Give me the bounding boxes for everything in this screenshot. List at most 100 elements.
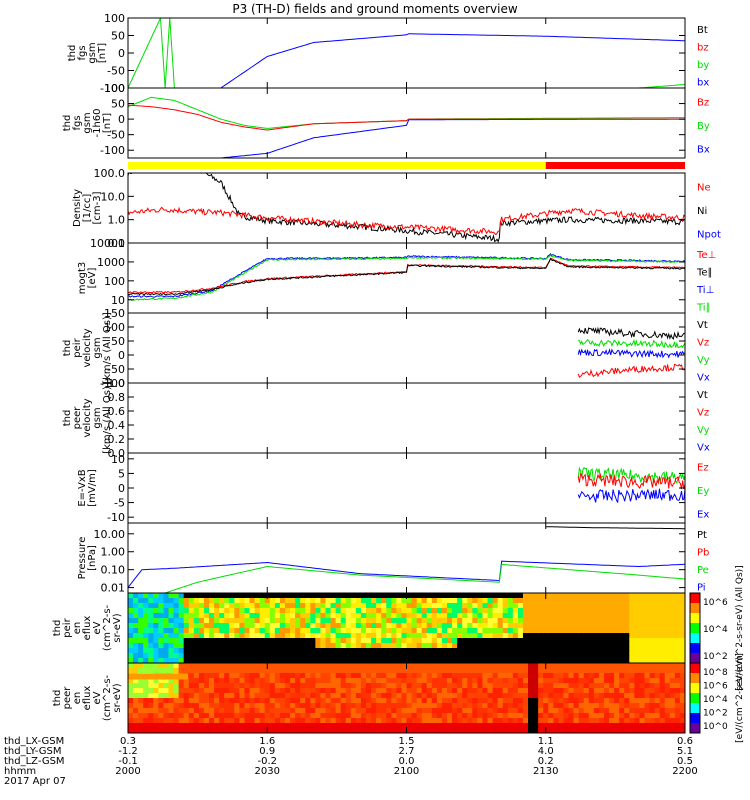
legend-Pt: Pt [697, 530, 707, 541]
y-tick-label: -50 [107, 65, 125, 78]
mode-bar-segment [545, 162, 685, 169]
y-tick-label: 10000 [90, 237, 125, 250]
y-axis-label: gsm [92, 337, 103, 358]
y-tick-label: 0.01 [101, 582, 126, 595]
y-tick-label: 0.2 [108, 433, 126, 446]
y-tick-label: 50 [111, 98, 125, 111]
colorbar-label: [eV/(cm^2-s-sr-eV)] [735, 653, 745, 743]
y-axis-label: gsm [87, 42, 98, 63]
y-axis-label: gsm [92, 407, 103, 428]
annotation-value: 0.3 [120, 736, 136, 747]
series-Pe [128, 563, 685, 593]
y-axis-label: gsm [82, 112, 93, 133]
legend-Vx: Vx [697, 442, 710, 453]
annotation-value: 0.0 [399, 756, 415, 767]
annotation-value: 2.7 [399, 746, 415, 757]
plot-title: P3 (TH-D) fields and ground moments over… [232, 2, 518, 16]
legend-Bt: Bt [697, 25, 708, 36]
y-axis-label: fgs [72, 115, 83, 130]
colorbar-tick: 10^4 [703, 625, 728, 635]
colorbar-9: 10^6 10^4 10^2 [eV/(cm^2-s-sr-eV) (All Qs)] [689, 565, 745, 691]
colorbar-tick: 10^8 [703, 668, 728, 678]
legend-bx: bx [697, 77, 709, 88]
legend-Ti⊥: Ti⊥ [696, 285, 714, 296]
series-Vz [577, 363, 685, 379]
annotation-value: -0.1 [118, 756, 138, 767]
legend-Pb: Pb [697, 547, 709, 558]
mode-bar-segment [128, 162, 546, 169]
panel-2: 100 50 0 -50 -100 Bz By Bx thd fgs gsm -1h60 [nT] [62, 82, 710, 169]
series-Ey [577, 466, 685, 485]
y-tick-label: 10.00 [94, 528, 126, 541]
y-tick-label: 50 [111, 335, 125, 348]
y-tick-label: 0 [118, 482, 125, 495]
series-Vt [577, 326, 685, 340]
annotation-value: 0.6 [677, 736, 693, 747]
series-By [128, 96, 685, 129]
legend-Ti∥: Ti∥ [696, 302, 711, 313]
series-Te⊥ [128, 257, 685, 294]
y-axis-label: (cm^2-s- [102, 674, 113, 721]
y-axis-label: thd [62, 115, 73, 132]
annotation-value: 1.5 [399, 736, 415, 747]
legend-Ni: Ni [697, 206, 707, 217]
legend-Vt: Vt [697, 320, 708, 331]
y-tick-label: 150 [104, 307, 125, 320]
legend-Te⊥: Te⊥ [696, 250, 716, 261]
y-tick-label: 100 [104, 82, 125, 95]
spectrogram-10 [128, 663, 685, 733]
y-axis-label: velocity [82, 398, 93, 437]
low-energy-band [128, 673, 188, 680]
annotation-value: 2130 [533, 766, 558, 777]
annotation-value: 2000 [115, 766, 140, 777]
legend-Ey: Ey [697, 486, 709, 497]
colorbar-tick: 10^6 [703, 598, 728, 608]
y-axis-label: peer [62, 686, 73, 710]
annotation-value: 5.1 [677, 746, 693, 757]
panel-frame [127, 452, 686, 524]
y-tick-label: 100 [104, 321, 125, 334]
y-tick-label: -100 [100, 377, 125, 390]
colorbar-tick: 10^2 [703, 709, 728, 719]
panel-4: 10000 1000 100 10 Te⊥ Te∥ Ti⊥ Ti∥ mogt3 [eV] [77, 237, 716, 314]
annotation-value: -1.2 [118, 746, 138, 757]
y-tick-label: 1000 [97, 256, 125, 269]
y-axis-label: [nPa] [87, 545, 98, 571]
y-axis-label: fgs [77, 45, 88, 60]
y-axis-label: Density [72, 189, 83, 227]
legend-Bx: Bx [697, 144, 710, 155]
y-tick-label: -100 [100, 144, 125, 157]
y-axis-label: [nT] [102, 113, 113, 133]
y-axis-label: E=-VxB [77, 469, 88, 506]
annotation-value: 0.9 [259, 746, 275, 757]
series-Vx [577, 348, 685, 359]
panel-frame [127, 87, 686, 159]
legend-bz: bz [697, 42, 709, 53]
y-axis-label: [cm-3] [92, 191, 103, 224]
y-tick-label: 100 [104, 275, 125, 288]
series-Ni [128, 173, 685, 243]
series-bx [128, 33, 685, 88]
annotation-value: 4.0 [538, 746, 554, 757]
legend-Ne: Ne [697, 183, 711, 194]
y-tick-label: 1.0 [108, 377, 126, 390]
y-axis-label: [km/s (All Qs)] [102, 382, 113, 454]
legend-Vx: Vx [697, 372, 710, 383]
annotation-row-label: 2017 Apr 07 [4, 776, 66, 787]
annotation-value: 2100 [394, 766, 419, 777]
panel-7: 105 0 -5-10 Ez Ey Ex E=-VxB [mV/m] [77, 452, 709, 524]
y-axis-label: thd [52, 690, 63, 707]
legend-Ex: Ex [697, 509, 709, 520]
legend-by: by [697, 60, 709, 71]
y-tick-label: 10 [111, 294, 125, 307]
y-axis-label: thd [62, 340, 73, 357]
legend-Vz: Vz [697, 337, 709, 348]
y-tick-label: -50 [107, 363, 125, 376]
legend-Ez: Ez [697, 463, 709, 474]
y-axis-label: eflux [82, 686, 93, 711]
series-Vy [577, 338, 685, 349]
y-tick-label: 0 [118, 349, 125, 362]
y-tick-label: 100.0 [94, 167, 126, 180]
